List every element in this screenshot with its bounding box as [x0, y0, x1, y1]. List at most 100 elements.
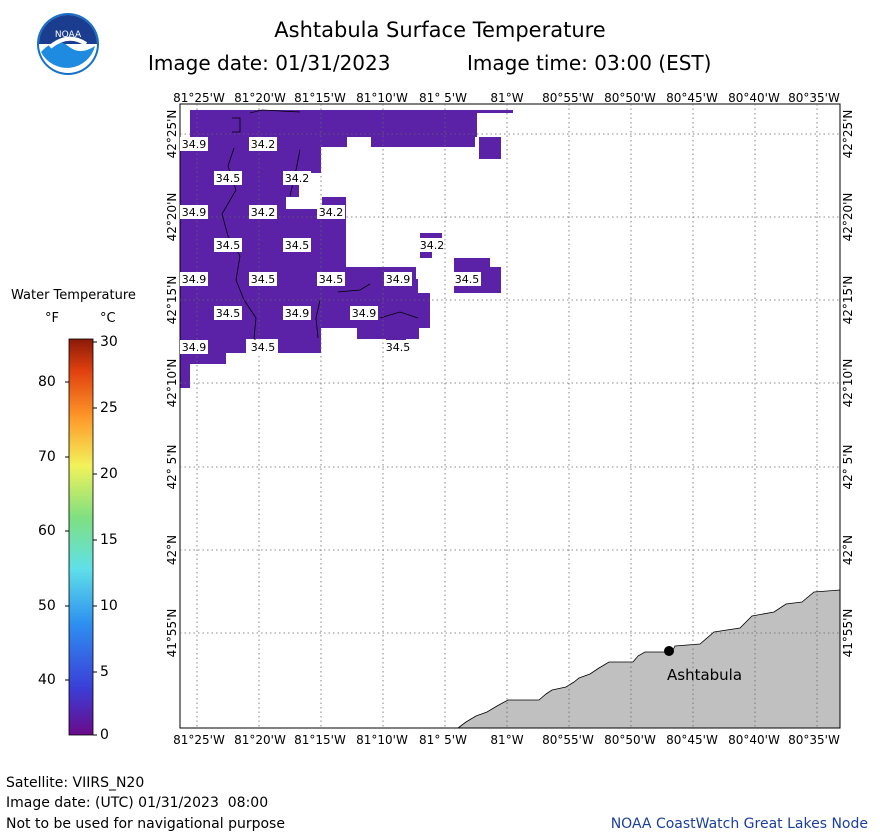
color-scale-bar [68, 338, 94, 736]
temperature-value-labels: 34.9 34.2 34.5 34.2 34.9 34.2 34.2 34.5 … [180, 137, 481, 354]
temp-label: 34.5 [317, 272, 345, 286]
credit-text: NOAA CoastWatch Great Lakes Node [610, 816, 868, 832]
temp-label: 34.9 [283, 306, 311, 320]
lon-label: 81°15'W [294, 91, 346, 105]
lat-label: 42° 5'N [165, 445, 179, 490]
map-title: Ashtabula Surface Temperature [274, 18, 606, 42]
unit-celsius: °C [100, 311, 116, 326]
temp-label: 34.9 [180, 205, 208, 219]
lon-label: 80°40'W [728, 733, 780, 747]
lon-label: 80°35'W [788, 91, 840, 105]
temp-value: 34.9 [285, 307, 310, 320]
temp-value: 34.5 [251, 273, 276, 286]
lat-label: 42°10'N [841, 359, 855, 408]
longitude-labels-bottom: 81°25'W 81°20'W 81°15'W 81°10'W 81° 5'W … [173, 733, 840, 747]
lat-label: 42°25'N [841, 110, 855, 159]
noaa-logo-icon: NOAA [37, 13, 99, 75]
lat-label: 42° 5'N [841, 445, 855, 490]
lon-label: 80°35'W [788, 733, 840, 747]
city-marker-icon [664, 646, 674, 656]
temp-value: 34.5 [285, 239, 310, 252]
temp-value: 34.2 [251, 138, 276, 151]
lon-label: 80°45'W [666, 91, 718, 105]
temp-value: 34.9 [352, 307, 377, 320]
c-tick-label: 25 [100, 400, 118, 416]
lon-label: 81°10'W [356, 91, 408, 105]
lon-label: 81°15'W [294, 733, 346, 747]
f-tick-label: 70 [38, 449, 56, 465]
temp-label: 34.5 [214, 306, 242, 320]
lat-label: 42°10'N [165, 359, 179, 408]
temp-value: 34.2 [251, 206, 276, 219]
lat-label: 42°N [165, 535, 179, 565]
land-area [456, 589, 841, 729]
c-tick-label: 15 [100, 532, 118, 548]
f-tick-label: 50 [38, 598, 56, 614]
temp-label: 34.5 [214, 171, 242, 185]
lon-label: 81°20'W [234, 733, 286, 747]
latitude-labels-right: 42°25'N 42°20'N 42°15'N 42°10'N 42° 5'N … [841, 110, 855, 658]
lon-label: 80°50'W [604, 733, 656, 747]
lon-label: 81°25'W [173, 91, 225, 105]
temp-label: 34.9 [384, 272, 412, 286]
c-tick-label: 30 [100, 334, 118, 350]
temp-label: 34.5 [283, 238, 311, 252]
c-tick-label: 0 [100, 727, 109, 743]
lon-label: 80°45'W [666, 733, 718, 747]
lon-label: 81°W [490, 733, 523, 747]
lat-label: 42°20'N [165, 193, 179, 242]
longitude-labels-top: 81°25'W 81°20'W 81°15'W 81°10'W 81° 5'W … [173, 91, 840, 105]
temp-label: 34.9 [180, 340, 208, 354]
lat-label: 42°20'N [841, 193, 855, 242]
lat-label: 41°55'N [841, 609, 855, 658]
utc-date-info: Image date: (UTC) 01/31/2023 08:00 [6, 795, 269, 811]
temp-value: 34.5 [386, 341, 411, 354]
temp-value: 34.5 [455, 273, 480, 286]
lon-label: 80°55'W [542, 91, 594, 105]
image-time: Image time: 03:00 (EST) [467, 51, 712, 75]
temp-label: 34.2 [249, 137, 277, 151]
temp-value: 34.5 [216, 239, 241, 252]
f-tick-label: 40 [38, 672, 56, 688]
temp-value: 34.9 [182, 206, 207, 219]
temp-value: 34.2 [319, 206, 344, 219]
temp-value: 34.9 [182, 273, 207, 286]
temp-label: 34.5 [384, 340, 412, 354]
temp-value: 34.9 [182, 138, 207, 151]
satellite-info: Satellite: VIIRS_N20 [6, 775, 145, 791]
image-date: Image date: 01/31/2023 [148, 51, 391, 75]
f-tick-label: 80 [38, 374, 56, 390]
lat-label: 42°15'N [841, 276, 855, 325]
temp-value: 34.2 [420, 239, 445, 252]
temp-label: 34.2 [317, 205, 345, 219]
temp-value: 34.9 [386, 273, 411, 286]
latitude-labels-left: 42°25'N 42°20'N 42°15'N 42°10'N 42° 5'N … [165, 110, 179, 658]
temp-label: 34.9 [350, 306, 378, 320]
temp-label: 34.5 [453, 272, 481, 286]
temp-label: 34.9 [180, 137, 208, 151]
temp-value: 34.5 [319, 273, 344, 286]
lon-label: 80°40'W [728, 91, 780, 105]
lon-label: 80°55'W [542, 733, 594, 747]
legend-title: Water Temperature [11, 288, 136, 303]
temp-label: 34.5 [249, 340, 277, 354]
temp-value: 34.5 [216, 172, 241, 185]
city-label: Ashtabula [667, 666, 742, 684]
unit-fahrenheit: °F [45, 311, 59, 326]
temp-label: 34.5 [249, 272, 277, 286]
lat-label: 41°55'N [165, 609, 179, 658]
lon-label: 81°10'W [356, 733, 408, 747]
lon-label: 81°W [490, 91, 523, 105]
logo-text: NOAA [55, 30, 82, 40]
lat-label: 42°15'N [165, 276, 179, 325]
temp-label: 34.2 [249, 205, 277, 219]
lon-label: 81°20'W [234, 91, 286, 105]
c-tick-label: 20 [100, 466, 118, 482]
disclaimer: Not to be used for navigational purpose [6, 816, 285, 832]
lat-label: 42°25'N [165, 110, 179, 159]
lat-label: 42°N [841, 535, 855, 565]
temp-label: 34.9 [180, 272, 208, 286]
lon-label: 80°50'W [604, 91, 656, 105]
map-frame [179, 103, 841, 729]
